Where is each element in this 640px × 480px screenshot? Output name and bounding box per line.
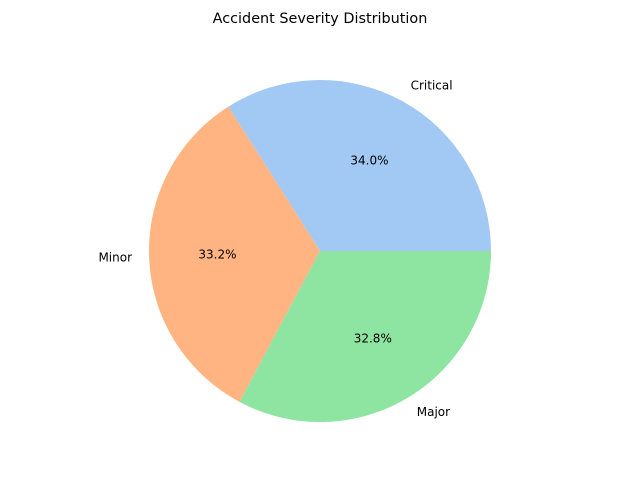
- slice-label-major: Major: [417, 405, 450, 419]
- slice-percent-major: 32.8%: [354, 331, 392, 345]
- pie-slice-critical: [228, 80, 492, 251]
- slice-label-minor: Minor: [98, 251, 132, 265]
- pie-slices: [148, 80, 492, 422]
- chart-title: Accident Severity Distribution: [212, 11, 428, 27]
- slice-label-critical: Critical: [411, 79, 453, 93]
- pie-slice-minor: [148, 106, 320, 402]
- pie-labels: Critical 34.0% Minor 33.2% Major 32.8%: [98, 79, 452, 419]
- slice-percent-minor: 33.2%: [198, 247, 236, 261]
- pie-slice-major: [239, 251, 491, 422]
- slice-percent-critical: 34.0%: [350, 154, 388, 168]
